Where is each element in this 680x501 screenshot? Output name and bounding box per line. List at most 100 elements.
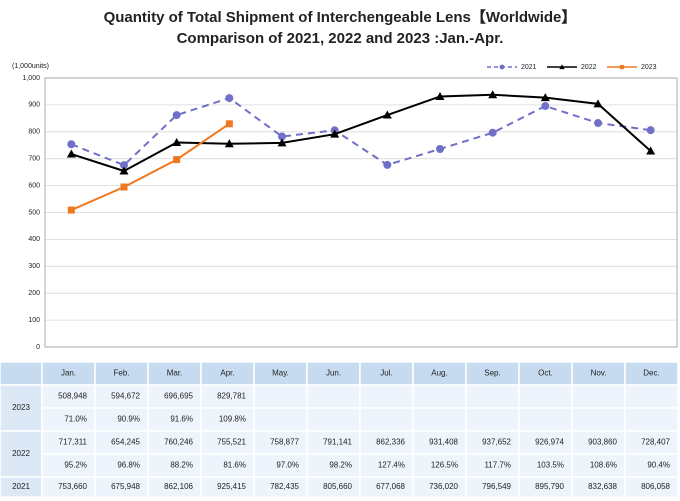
table-value: 728,407 — [641, 438, 670, 447]
y-axis-label: (1,000units) — [12, 63, 49, 70]
table-value: 829,781 — [217, 392, 246, 401]
column-header: May. — [272, 369, 289, 378]
table-value: 782,435 — [270, 482, 299, 491]
column-header: Sep. — [484, 369, 500, 378]
marker — [435, 91, 445, 100]
table-cell — [359, 384, 414, 409]
table-value: 862,336 — [376, 438, 405, 447]
marker — [488, 128, 497, 137]
table-value: 654,245 — [111, 438, 140, 447]
marker — [120, 161, 128, 170]
column-header: Aug. — [431, 369, 447, 378]
y-tick-label: 400 — [28, 236, 40, 243]
table-cell — [306, 384, 361, 409]
column-header: Jul. — [380, 369, 392, 378]
column-header: Apr. — [220, 369, 234, 378]
column-header: Jan. — [61, 369, 76, 378]
table-cell — [571, 407, 626, 432]
table-value: 108.6% — [590, 461, 617, 470]
y-tick-label: 200 — [28, 290, 40, 297]
table-value: 126.5% — [431, 461, 458, 470]
y-tick-label: 100 — [28, 317, 40, 324]
table-value: 717,311 — [59, 438, 88, 447]
table-value: 97.0% — [276, 461, 299, 470]
marker — [224, 139, 234, 148]
table-value: 677,068 — [376, 482, 405, 491]
y-tick-label: 300 — [28, 263, 40, 270]
table-value: 925,415 — [217, 482, 246, 491]
table-value: 895,790 — [535, 482, 564, 491]
table-value: 95.2% — [64, 461, 87, 470]
table-value: 755,521 — [217, 438, 246, 447]
marker — [120, 183, 128, 191]
table-cell — [465, 384, 520, 409]
chart-title: Quantity of Total Shipment of Intercheng… — [104, 8, 577, 26]
marker — [119, 166, 129, 175]
marker — [540, 93, 550, 102]
table-value: 675,948 — [111, 482, 140, 491]
table-value: 931,408 — [429, 438, 458, 447]
marker — [225, 94, 234, 103]
table-value: 760,246 — [164, 438, 193, 447]
series-line — [71, 93, 652, 173]
y-tick-label: 600 — [28, 182, 40, 189]
table-value: 96.8% — [117, 461, 140, 470]
table-cell — [253, 384, 308, 409]
marker — [436, 145, 444, 154]
legend-marker — [499, 64, 505, 70]
y-tick-label: 0 — [36, 344, 40, 351]
table-cell — [624, 407, 679, 432]
table-value: 796,549 — [482, 482, 511, 491]
y-tick-label: 800 — [28, 129, 40, 136]
column-header: Nov. — [591, 369, 607, 378]
column-header: Oct. — [538, 369, 553, 378]
table-value: 98.2% — [329, 461, 352, 470]
series-line — [70, 96, 651, 167]
table-value: 753,660 — [58, 482, 87, 491]
marker — [646, 146, 656, 155]
table-cell — [0, 361, 43, 386]
marker — [593, 99, 603, 108]
table-cell — [253, 407, 308, 432]
table-cell — [306, 407, 361, 432]
table-value: 937,652 — [482, 438, 511, 447]
table-value: 805,660 — [323, 482, 352, 491]
marker — [330, 129, 340, 138]
table-value: 127.4% — [378, 461, 405, 470]
column-header: Mar. — [167, 369, 183, 378]
y-tick-label: 700 — [28, 156, 40, 163]
legend-marker — [559, 64, 565, 70]
table-cell — [518, 407, 573, 432]
table-value: 594,672 — [111, 392, 140, 401]
table-cell — [465, 407, 520, 432]
row-header: 2021 — [12, 482, 30, 491]
marker — [278, 132, 286, 141]
table-value: 926,974 — [535, 438, 564, 447]
marker — [594, 119, 602, 128]
marker — [225, 120, 233, 128]
series-line — [70, 122, 230, 212]
legend-label: 2023 — [641, 64, 657, 71]
column-header: Feb. — [113, 369, 129, 378]
y-tick-label: 1,000 — [22, 75, 40, 82]
table-value: 696,695 — [164, 392, 193, 401]
table-value: 88.2% — [170, 461, 193, 470]
y-tick-label: 500 — [28, 209, 40, 216]
table-value: 103.5% — [537, 461, 564, 470]
plot-frame — [44, 77, 678, 348]
table-value: 117.7% — [484, 461, 511, 470]
table-cell — [571, 384, 626, 409]
y-tick-label: 900 — [28, 102, 40, 109]
table-value: 903,860 — [588, 438, 617, 447]
column-header: Jun. — [326, 369, 341, 378]
marker — [66, 149, 76, 158]
table-cell — [624, 476, 679, 498]
table-cell — [412, 407, 467, 432]
marker — [382, 110, 392, 119]
chart-subtitle: Comparison of 2021, 2022 and 2023 :Jan.-… — [177, 30, 504, 47]
table-value: 758,877 — [270, 438, 299, 447]
legend-marker — [619, 64, 625, 70]
marker — [67, 140, 76, 149]
marker — [173, 156, 181, 164]
